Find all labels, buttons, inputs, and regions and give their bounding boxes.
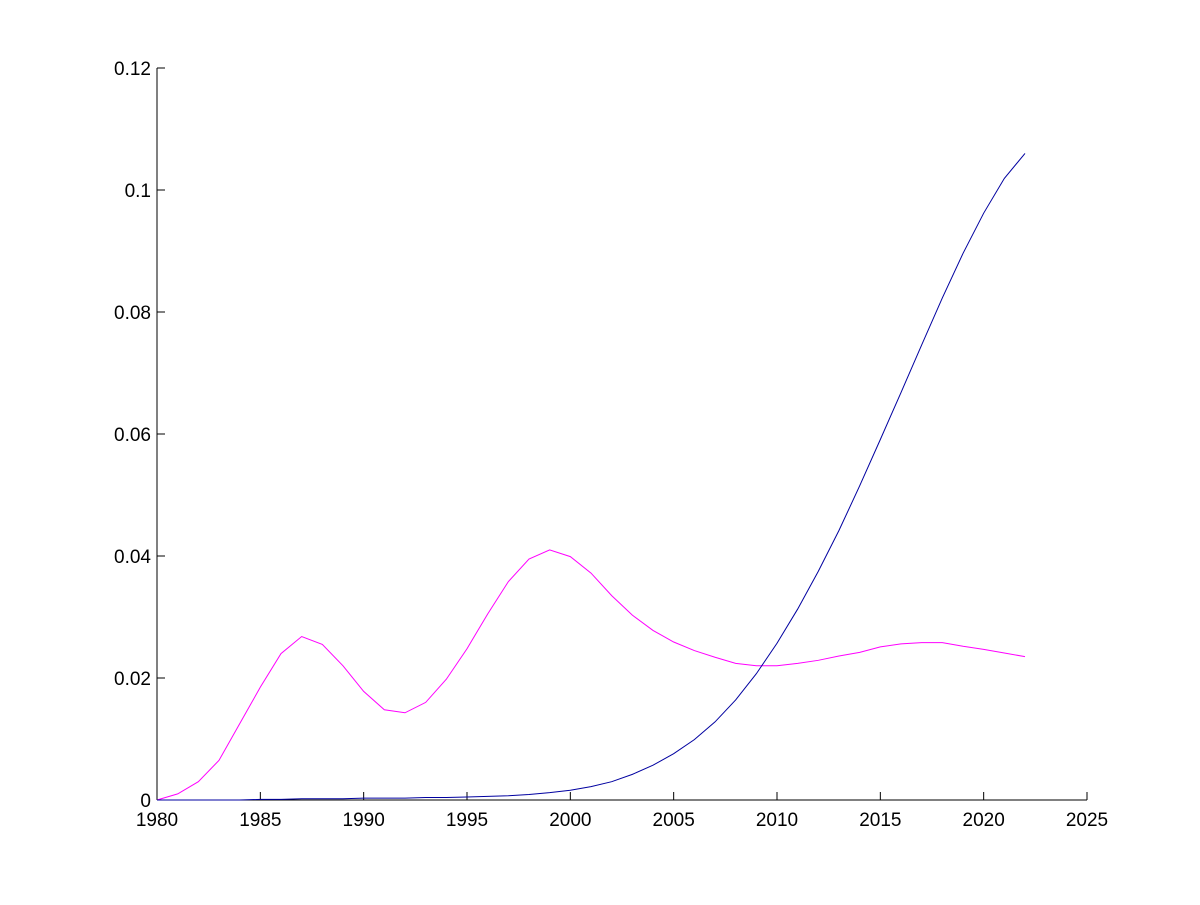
y-tick-label: 0 [140,791,151,812]
y-tick-label: 0.02 [114,669,151,690]
y-tick-label: 0.04 [114,547,151,568]
y-tick-label: 0.1 [125,181,151,202]
y-tick-label: 0.06 [114,425,151,446]
x-tick-label: 2000 [549,810,591,831]
x-tick-label: 2025 [1066,810,1108,831]
y-tick-label: 0.08 [114,303,151,324]
x-tick-label: 2005 [653,810,695,831]
series-line-2 [157,153,1026,801]
x-tick-label: 1995 [446,810,488,831]
series-line-1 [156,549,1026,801]
x-tick-label: 1985 [239,810,281,831]
x-tick-label: 2010 [756,810,798,831]
y-tick-label: 0.12 [114,59,151,80]
x-tick-label: 2015 [859,810,901,831]
plot-area [156,153,1026,801]
x-tick-label: 1980 [136,810,178,831]
x-tick-label: 2020 [963,810,1005,831]
axes: 1980 1985 1990 1995 2000 2005 2010 2015 2020 2025… [114,59,1108,831]
x-tick-label: 1990 [343,810,385,831]
